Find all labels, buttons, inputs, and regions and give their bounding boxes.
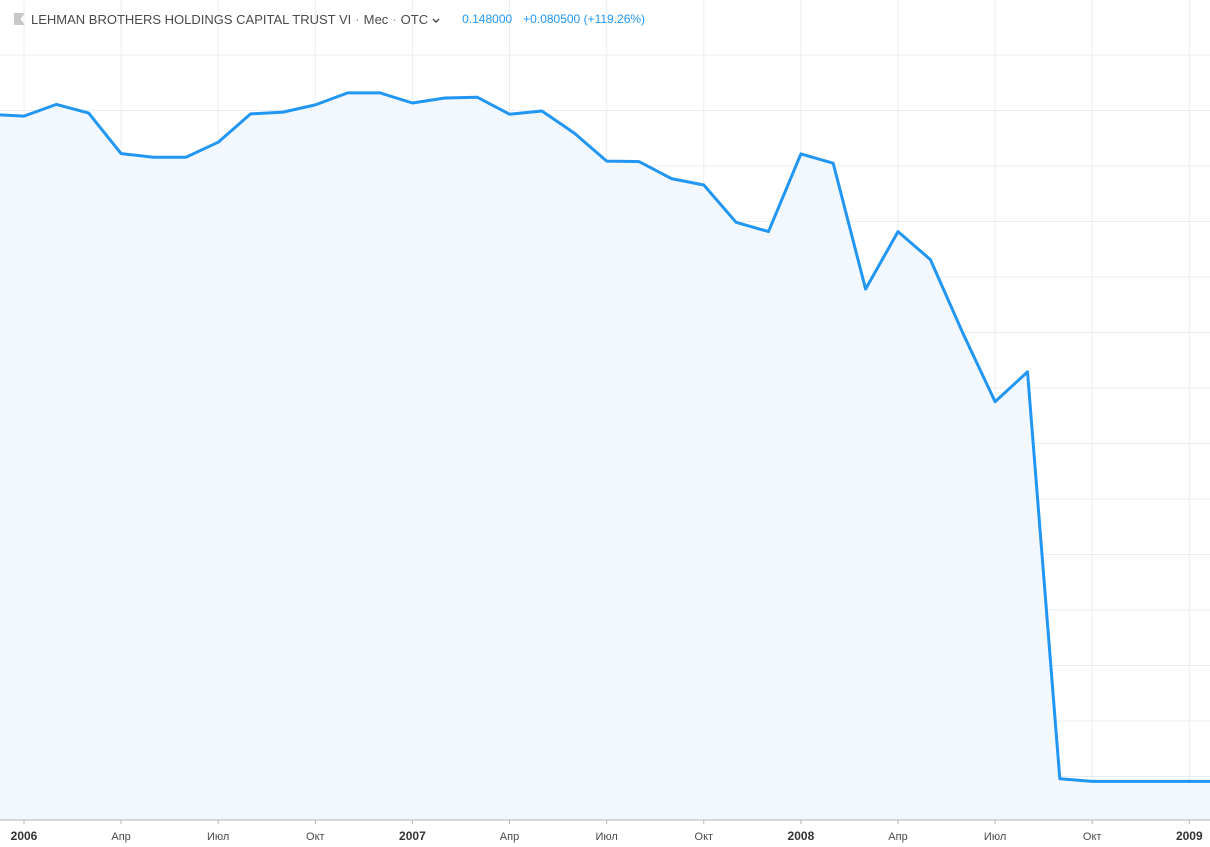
x-tick-label: 2009 [1176,829,1203,843]
symbol-name[interactable]: LEHMAN BROTHERS HOLDINGS CAPITAL TRUST V… [31,11,352,27]
exchange-label[interactable]: OTC [400,11,429,27]
price-area-fill [0,92,1210,820]
x-tick-label: Июл [984,831,1006,843]
chevron-down-icon[interactable] [431,13,441,23]
x-tick-label: Июл [596,831,618,843]
x-tick-label: 2007 [399,829,426,843]
flag-icon[interactable] [14,13,25,25]
legend: LEHMAN BROTHERS HOLDINGS CAPITAL TRUST V… [14,8,645,30]
separator: · [355,11,360,27]
x-tick-label: 2006 [11,829,38,843]
x-tick-label: 2008 [788,829,815,843]
x-tick-label: Окт [306,831,325,843]
x-axis[interactable]: 2006 Апр Июл Окт 2007 Апр Июл Окт 2008 Апр Июл Окт 2… [11,820,1203,843]
x-tick-label: Окт [695,831,714,843]
x-tick-label: Апр [888,831,907,843]
interval-label[interactable]: Мес [363,11,389,27]
separator: · [392,11,397,27]
change-value: +0.080500 (+119.26%) [523,12,646,26]
price-series-line[interactable] [0,91,1210,783]
x-tick-label: Июл [207,831,229,843]
x-tick-label: Апр [111,831,130,843]
x-tick-label: Апр [500,831,519,843]
x-tick-label: Окт [1083,831,1102,843]
last-value: 0.148000 [462,12,513,26]
